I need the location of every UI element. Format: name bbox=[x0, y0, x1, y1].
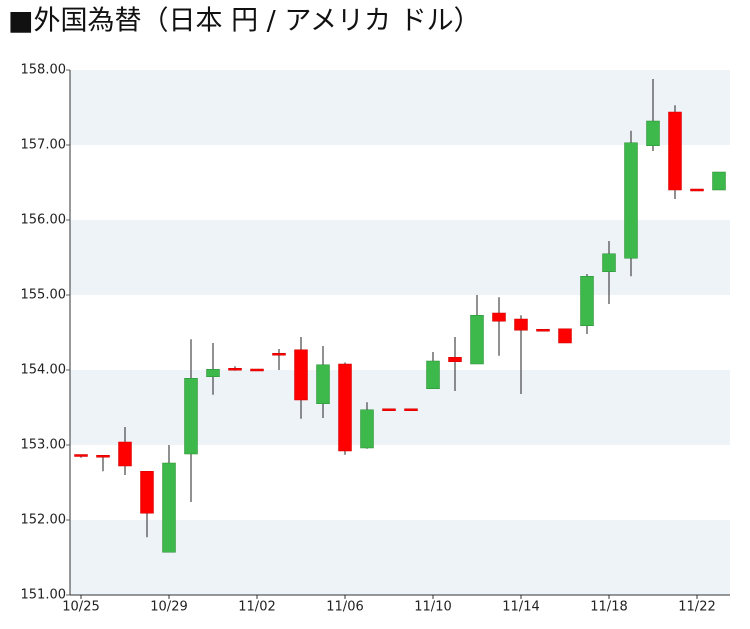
candle-body bbox=[360, 409, 374, 449]
y-tick-label: 151.00 bbox=[21, 588, 67, 603]
candle-body bbox=[294, 349, 308, 401]
candle-body bbox=[316, 364, 330, 404]
band bbox=[70, 220, 730, 295]
candle-body bbox=[492, 312, 506, 322]
candle-body bbox=[558, 328, 572, 344]
y-tick-label: 157.00 bbox=[21, 138, 67, 153]
x-tick-label: 10/29 bbox=[150, 600, 187, 615]
x-tick-label: 11/10 bbox=[414, 600, 451, 615]
candle-body bbox=[448, 357, 462, 362]
candle-body bbox=[206, 369, 220, 377]
y-tick-label: 154.00 bbox=[21, 363, 67, 378]
y-tick-label: 153.00 bbox=[21, 438, 67, 453]
candle-body bbox=[514, 318, 528, 331]
candle-body bbox=[470, 315, 484, 365]
candle-body bbox=[228, 368, 242, 371]
band bbox=[70, 370, 730, 445]
candle-body bbox=[426, 360, 440, 389]
candle-body bbox=[690, 188, 704, 192]
candle-body bbox=[184, 378, 198, 455]
candle-body bbox=[162, 462, 176, 553]
candle-body bbox=[646, 120, 660, 146]
candle-body bbox=[536, 329, 550, 332]
x-tick-label: 11/22 bbox=[678, 600, 715, 615]
y-tick-label: 158.00 bbox=[21, 63, 67, 78]
candle-body bbox=[668, 111, 682, 191]
candle-body bbox=[338, 363, 352, 452]
candle-body bbox=[404, 408, 418, 411]
y-tick-label: 152.00 bbox=[21, 513, 67, 528]
x-tick-label: 11/06 bbox=[326, 600, 363, 615]
candle-body bbox=[272, 353, 286, 356]
x-tick-label: 11/18 bbox=[590, 600, 627, 615]
x-tick-label: 11/02 bbox=[238, 600, 275, 615]
candle-body bbox=[580, 276, 594, 326]
candle-body bbox=[712, 171, 726, 191]
candle-body bbox=[96, 455, 110, 458]
y-tick-label: 156.00 bbox=[21, 213, 67, 228]
candle-body bbox=[250, 368, 264, 372]
candle-body bbox=[74, 454, 88, 457]
x-tick-label: 10/25 bbox=[62, 600, 99, 615]
band bbox=[70, 520, 730, 595]
chart-title: ■外国為替（日本 円 / アメリカ ドル） bbox=[8, 6, 481, 37]
candle-body bbox=[602, 253, 616, 272]
candle-body bbox=[140, 471, 154, 514]
candle-body bbox=[118, 441, 132, 467]
band bbox=[70, 70, 730, 145]
candle-body bbox=[382, 408, 396, 411]
x-tick-label: 11/14 bbox=[502, 600, 539, 615]
candle-body bbox=[624, 142, 638, 259]
y-tick-label: 155.00 bbox=[21, 288, 67, 303]
